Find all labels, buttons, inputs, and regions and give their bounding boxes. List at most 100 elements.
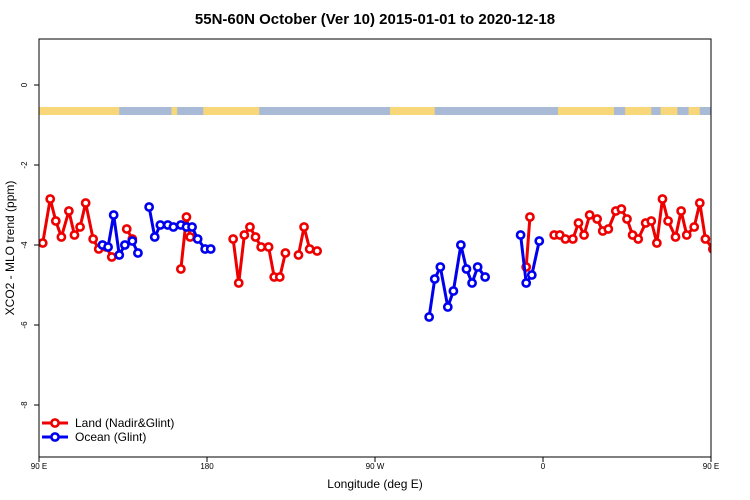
series-1-point-19 [429, 274, 440, 284]
strip-ocean-0 [119, 107, 172, 115]
series-0-point-50 [651, 238, 662, 248]
legend-label-0: Land (Nadir&Glint) [75, 416, 174, 430]
series-1-point-23 [455, 240, 466, 250]
chart-title: 55N-60N October (Ver 10) 2015-01-01 to 2… [195, 11, 555, 28]
series-0-point-32 [525, 212, 535, 222]
strip-ocean-4 [613, 107, 626, 115]
series-1-point-3 [114, 250, 125, 260]
series-1-point-21 [442, 302, 453, 312]
strip-ocean-5 [651, 107, 661, 115]
series-0-point-18 [233, 278, 244, 288]
land-ocean-strip [39, 107, 711, 115]
y-tick-label-3: -6 [20, 321, 29, 329]
series-0-point-12 [121, 224, 132, 234]
series-1-point-2 [108, 210, 119, 220]
series-0-point-16 [185, 232, 196, 242]
series-0-point-3 [56, 232, 67, 242]
y-tick-label-4: -8 [20, 401, 29, 409]
series-0-point-21 [250, 232, 261, 242]
y-axis-label: XCO2 - MLO trend (ppm) [3, 181, 17, 316]
series-1 [97, 202, 750, 322]
series-0-point-54 [676, 206, 687, 216]
series-0-point-62 [728, 243, 735, 250]
x-tick-label-3: 0 [541, 462, 546, 471]
series-1-point-28 [515, 230, 526, 240]
series-0-point-26 [280, 248, 291, 258]
series-0-point-42 [603, 224, 614, 234]
series-0-point-28 [299, 222, 309, 232]
series-0-point-8 [88, 234, 99, 244]
series-1-point-24 [461, 264, 472, 274]
series-1-point-11 [168, 222, 179, 232]
series-0-point-57 [694, 198, 705, 208]
series-0-point-0 [39, 238, 48, 248]
legend-marker-1 [50, 432, 60, 442]
series-0-point-6 [75, 222, 85, 232]
series-1-point-5 [127, 236, 138, 246]
series-0-point-49 [646, 216, 657, 226]
series-1-point-22 [448, 286, 459, 296]
series-0-point-5 [69, 230, 80, 240]
series-0-point-35 [560, 234, 571, 244]
series-1-point-25 [467, 278, 477, 288]
strip-ocean-1 [177, 107, 204, 115]
series-0-point-51 [657, 194, 668, 204]
legend-marker-0 [50, 418, 60, 428]
series-0-point-39 [584, 210, 595, 220]
series-0-point-63 [734, 225, 741, 232]
x-tick-label-1: 180 [200, 462, 214, 471]
series-0-point-45 [622, 214, 632, 224]
series-1-point-35 [734, 251, 741, 258]
series-0-point-17 [228, 234, 239, 244]
series-0-point-55 [681, 230, 692, 240]
series-0-point-44 [616, 204, 627, 214]
strip-ocean-7 [699, 107, 711, 115]
series-0-point-40 [592, 214, 603, 224]
series-1-point-9 [155, 220, 166, 230]
series-1-point-8 [149, 232, 160, 242]
series-0-point-14 [175, 264, 186, 274]
series-0-point-47 [633, 234, 644, 244]
x-axis: 90 E 180 90 W 0 90 E [31, 457, 719, 471]
series-1-point-26 [472, 262, 483, 272]
legend: Land (Nadir&Glint)Ocean (Glint) [42, 416, 174, 444]
series-1-point-33 [722, 243, 729, 250]
series-0-point-58 [700, 234, 711, 244]
series-0-point-56 [689, 222, 700, 232]
series-0-point-19 [239, 230, 250, 240]
series-0-point-30 [312, 246, 323, 256]
series-layer [39, 194, 750, 322]
series-1-line-4 [720, 215, 750, 255]
series-1-point-31 [534, 236, 545, 246]
y-axis: 0 -2 -4 -6 -8 [20, 82, 39, 409]
y-tick-label-0: 0 [20, 82, 29, 87]
x-tick-label-2: 90 W [366, 462, 385, 471]
series-0-point-27 [293, 250, 304, 260]
series-0-point-25 [274, 272, 285, 282]
series-1-point-32 [717, 241, 724, 248]
x-tick-label-0: 90 E [31, 462, 47, 471]
series-1-point-4 [119, 240, 130, 250]
series-0-point-7 [80, 198, 91, 208]
series-0-point-22 [256, 242, 267, 252]
x-tick-label-4: 90 E [703, 462, 719, 471]
series-1-point-18 [424, 312, 435, 322]
series-0-point-1 [45, 194, 56, 204]
series-1-point-1 [103, 242, 113, 252]
series-0-point-2 [50, 216, 61, 226]
series-1-point-34 [728, 211, 735, 218]
series-0-point-4 [63, 206, 74, 216]
series-0-point-29 [304, 244, 315, 254]
series-1-point-17 [205, 244, 216, 254]
series-0-point-37 [573, 218, 584, 228]
series-0-point-11 [106, 252, 117, 262]
x-axis-label: Longitude (deg E) [327, 477, 422, 491]
strip-ocean-3 [434, 107, 558, 115]
series-0-point-38 [579, 230, 589, 240]
series-0-line-6 [554, 197, 711, 250]
series-1-point-6 [133, 248, 143, 258]
strip-ocean-6 [677, 107, 689, 115]
series-0-point-60 [715, 243, 722, 250]
series-0-point-20 [245, 222, 255, 232]
